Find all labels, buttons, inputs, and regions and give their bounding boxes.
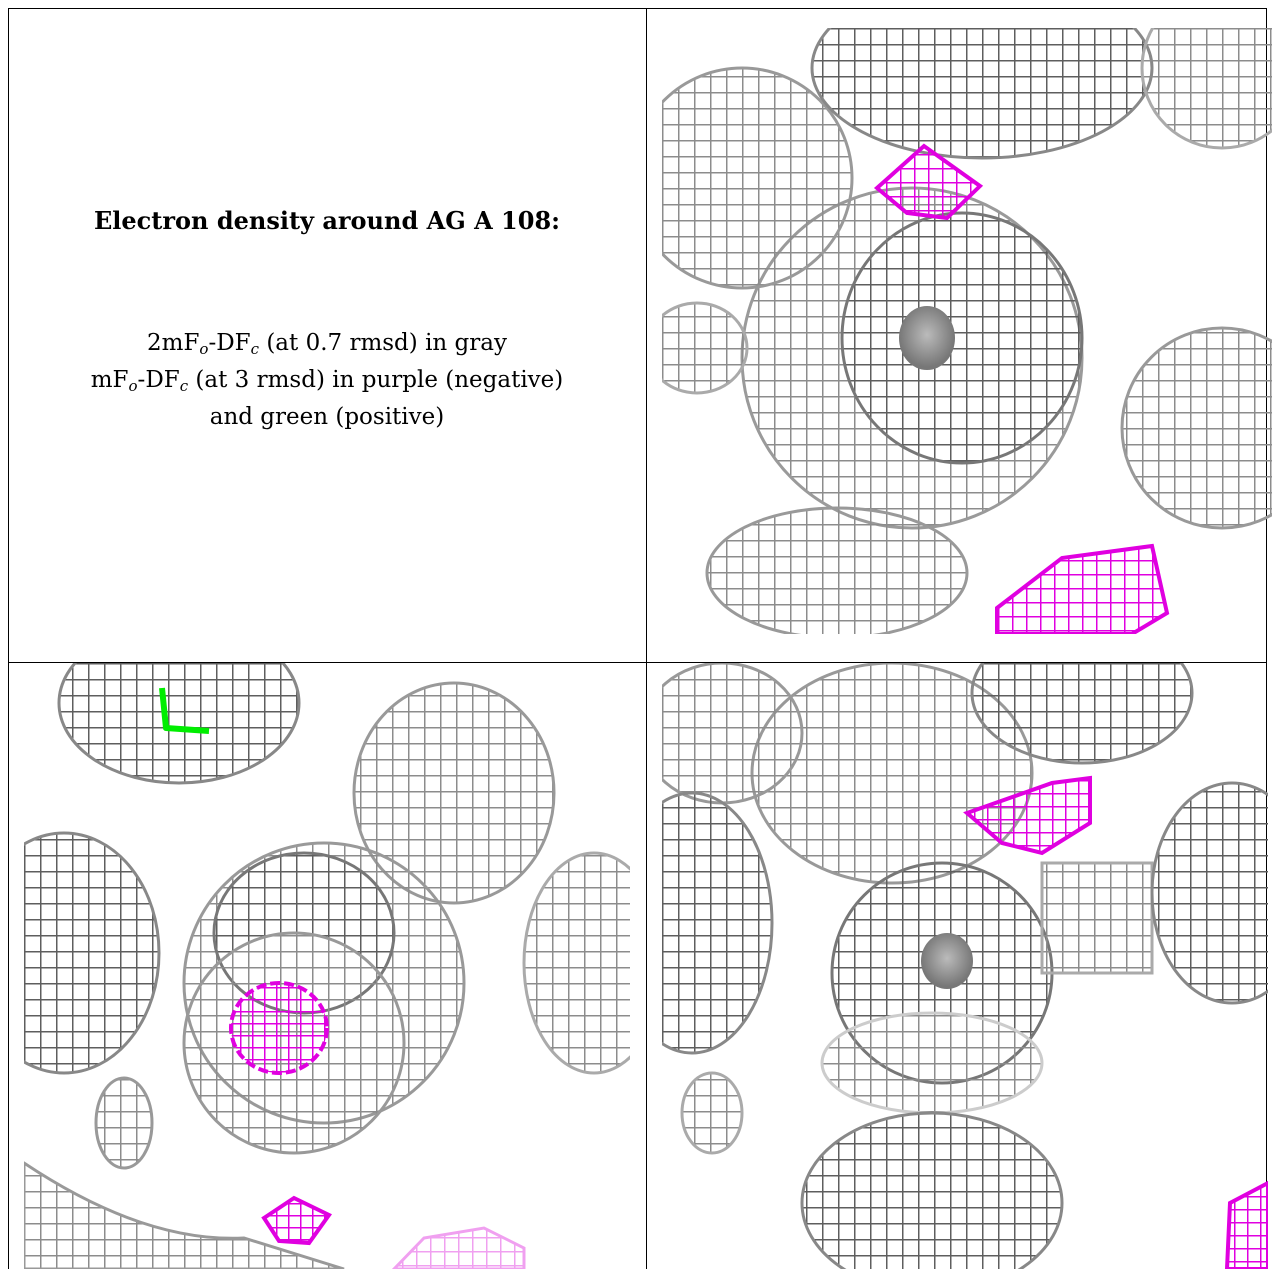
frame-left	[8, 8, 9, 1269]
frame-middle-horizontal	[8, 662, 1267, 663]
gray-mesh-blobs	[662, 663, 1268, 1269]
positive-density-blobs	[159, 687, 210, 734]
frame-middle-vertical	[646, 8, 647, 1269]
caption-line2-main: mF	[90, 367, 129, 393]
density-view-top-right	[662, 28, 1272, 634]
caption-line2-sub-o: o	[128, 377, 138, 395]
density-view-bottom-right	[662, 663, 1268, 1269]
density-view-bottom-left	[24, 663, 630, 1269]
caption-line1-mid: -DF	[208, 330, 251, 356]
negative-density-blobs	[873, 143, 1170, 634]
density-image-bottom-right	[662, 663, 1268, 1269]
caption-line1-sub-o: o	[199, 340, 209, 358]
caption-line2-sub-c: c	[179, 377, 189, 395]
caption-title: Electron density around AG A 108:	[94, 206, 560, 235]
caption-line-green: and green (positive)	[209, 404, 445, 430]
density-image-top-right	[662, 28, 1272, 634]
caption-line1-main: 2mF	[147, 330, 200, 356]
caption-line1-rest: (at 0.7 rmsd) in gray	[259, 330, 507, 356]
caption-cell: Electron density around AG A 108: 2mFo-D…	[16, 10, 638, 656]
gray-mesh-blobs	[24, 663, 630, 1269]
caption-line1-sub-c: c	[250, 340, 260, 358]
density-image-bottom-left	[24, 663, 630, 1269]
caption-line-mfo: mFo-DFc (at 3 rmsd) in purple (negative)	[16, 365, 638, 402]
caption-line-2mfo: 2mFo-DFc (at 0.7 rmsd) in gray	[16, 328, 638, 365]
gray-mesh-blobs	[662, 28, 1272, 634]
caption-line2-mid: -DF	[137, 367, 180, 393]
negative-density-blobs	[229, 981, 526, 1269]
caption-body: 2mFo-DFc (at 0.7 rmsd) in gray mFo-DFc (…	[16, 328, 638, 433]
frame-right	[1266, 8, 1267, 1269]
frame-top	[8, 8, 1267, 9]
caption-line2-rest: (at 3 rmsd) in purple (negative)	[188, 367, 564, 393]
negative-density-blobs	[963, 775, 1268, 1269]
